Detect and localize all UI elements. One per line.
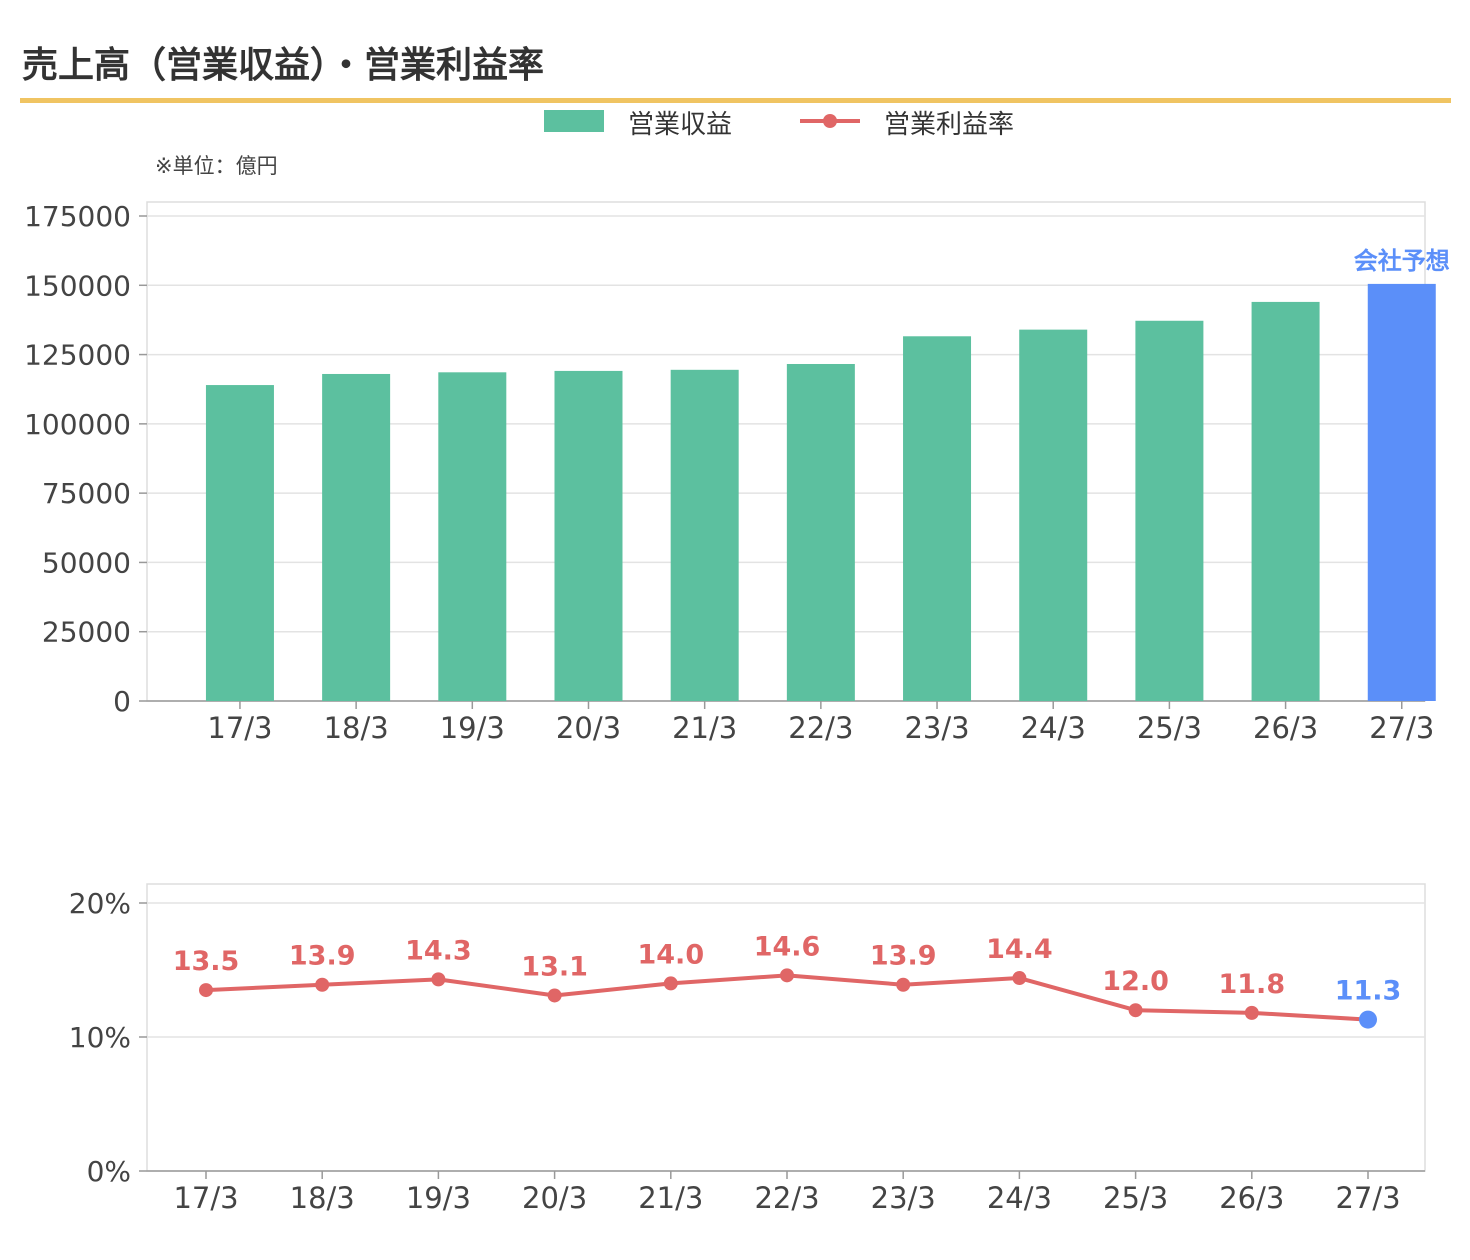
data-label: 13.9 <box>289 941 356 972</box>
revenue-bar <box>1251 301 1320 701</box>
y-tick-label: 0 <box>113 685 131 718</box>
x-tick-label: 22/3 <box>754 1181 819 1215</box>
y-tick-label: 20% <box>69 887 131 920</box>
chart-legend: 営業収益 営業利益率 <box>0 102 1470 140</box>
x-tick-label: 23/3 <box>871 1181 936 1215</box>
data-label: 14.0 <box>637 939 704 970</box>
x-tick-label: 26/3 <box>1219 1181 1284 1215</box>
x-tick-label: 19/3 <box>440 711 505 745</box>
x-tick-label: 21/3 <box>672 711 737 745</box>
revenue-bar <box>786 363 855 701</box>
y-tick-label: 125000 <box>24 339 131 372</box>
x-tick-label: 18/3 <box>290 1181 355 1215</box>
legend-bar-swatch <box>544 110 604 132</box>
x-tick-label: 26/3 <box>1253 711 1318 745</box>
y-tick-label: 175000 <box>24 200 131 233</box>
margin-point <box>663 976 678 991</box>
x-tick-label: 27/3 <box>1369 711 1434 745</box>
y-tick-label: 150000 <box>24 269 131 302</box>
x-tick-label: 27/3 <box>1335 1181 1400 1215</box>
plot-frame <box>146 883 1426 1172</box>
legend-line-marker <box>823 114 837 128</box>
x-tick-label: 22/3 <box>788 711 853 745</box>
revenue-bar-chart: 0 25000 50000 75000 100000 125000 150000 175000… <box>24 200 1450 745</box>
x-tick-label: 17/3 <box>173 1181 238 1215</box>
y-tick-label: 0% <box>87 1155 131 1188</box>
data-label: 13.9 <box>870 941 937 972</box>
margin-point <box>1128 1003 1143 1018</box>
y-tick-label: 100000 <box>24 408 131 441</box>
x-tick-label: 24/3 <box>1021 711 1086 745</box>
revenue-bar <box>1135 320 1204 701</box>
y-tick-label: 10% <box>69 1021 131 1054</box>
data-label: 11.3 <box>1335 976 1402 1007</box>
y-tick-label: 75000 <box>42 477 131 510</box>
data-label: 11.8 <box>1218 969 1285 1000</box>
margin-point <box>431 972 446 987</box>
data-label: 14.4 <box>986 934 1053 965</box>
margin-point <box>1012 971 1027 986</box>
unit-note: ※単位：億円 <box>155 154 278 178</box>
x-tick-label: 19/3 <box>406 1181 471 1215</box>
data-label: 14.3 <box>405 935 472 966</box>
margin-point <box>1244 1005 1259 1020</box>
revenue-bar <box>903 336 972 701</box>
x-tick-label: 20/3 <box>556 711 621 745</box>
forecast-bar <box>1367 283 1436 701</box>
margin-point <box>199 983 213 998</box>
title-underline <box>20 98 1451 103</box>
revenue-bar <box>1019 329 1088 701</box>
x-tick-label: 20/3 <box>522 1181 587 1215</box>
margin-point <box>547 988 562 1003</box>
data-label: 12.0 <box>1102 966 1169 997</box>
data-label: 13.5 <box>173 946 240 977</box>
margin-point <box>315 977 330 992</box>
x-tick-label: 25/3 <box>1137 711 1202 745</box>
x-tick-label: 17/3 <box>207 711 272 745</box>
legend-line-label: 営業利益率 <box>884 110 1015 140</box>
margin-point <box>780 968 794 983</box>
x-tick-label: 24/3 <box>987 1181 1052 1215</box>
data-label: 13.1 <box>521 951 588 982</box>
x-tick-label: 18/3 <box>324 711 389 745</box>
margin-point <box>896 977 911 992</box>
y-tick-label: 25000 <box>42 616 131 649</box>
forecast-annotation: 会社予想 <box>1354 247 1450 275</box>
y-tick-label: 50000 <box>42 546 131 579</box>
revenue-bar <box>670 369 739 701</box>
legend-bar-label: 営業収益 <box>628 110 733 140</box>
forecast-point <box>1359 1010 1377 1029</box>
data-label: 14.6 <box>754 931 821 962</box>
x-tick-label: 21/3 <box>638 1181 703 1215</box>
page-title: 売上高（営業収益）・営業利益率 <box>22 45 545 86</box>
x-tick-label: 23/3 <box>904 711 969 745</box>
revenue-bar <box>322 373 391 701</box>
revenue-bar <box>205 385 274 701</box>
revenue-bar <box>554 370 623 701</box>
x-tick-label: 25/3 <box>1103 1181 1168 1215</box>
revenue-bar <box>438 372 507 701</box>
